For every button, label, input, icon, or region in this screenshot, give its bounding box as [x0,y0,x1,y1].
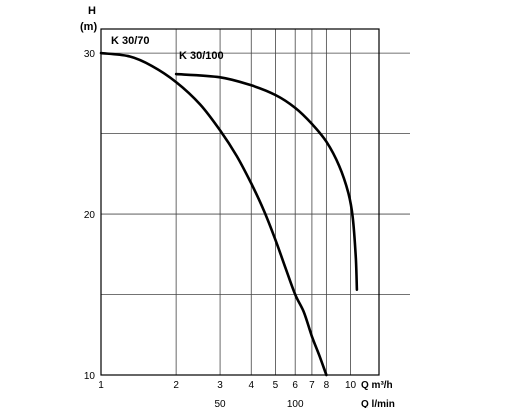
y-tick-label: 10 [84,371,96,382]
series-label-k30-100: K 30/100 [179,50,224,62]
x-tick-label: 5 [273,380,279,391]
series-line-k30-100 [174,72,359,291]
x2-tick-label: 50 [215,399,227,408]
x-tick-label: 10 [345,380,357,391]
series-line-k30-70 [99,51,328,377]
y-tick-label: 20 [84,210,96,221]
grid-lines [101,29,410,375]
y-axis-label-h: H [88,5,96,17]
x-tick-label: 6 [292,380,298,391]
y-tick-label: 30 [84,49,96,60]
y-axis-label-unit: (m) [80,21,97,33]
axis-labels: 1 2 3 4 5 6 7 8 10 50 100 10 20 30 [84,49,357,408]
series-label-k30-70: K 30/70 [111,35,150,47]
x-tick-label: 7 [309,380,315,391]
curves [99,51,359,377]
x-tick-label: 8 [324,380,330,391]
x-axis-unit-label-lmin: Q l/min [361,399,395,408]
x2-tick-label: 100 [287,399,304,408]
x-tick-label: 2 [173,380,179,391]
x-tick-label: 4 [248,380,254,391]
plot-frame [100,28,380,376]
x-tick-label: 1 [98,380,104,391]
x-axis-unit-label-m3h: Q m³/h [361,380,393,391]
x-tick-label: 3 [217,380,223,391]
